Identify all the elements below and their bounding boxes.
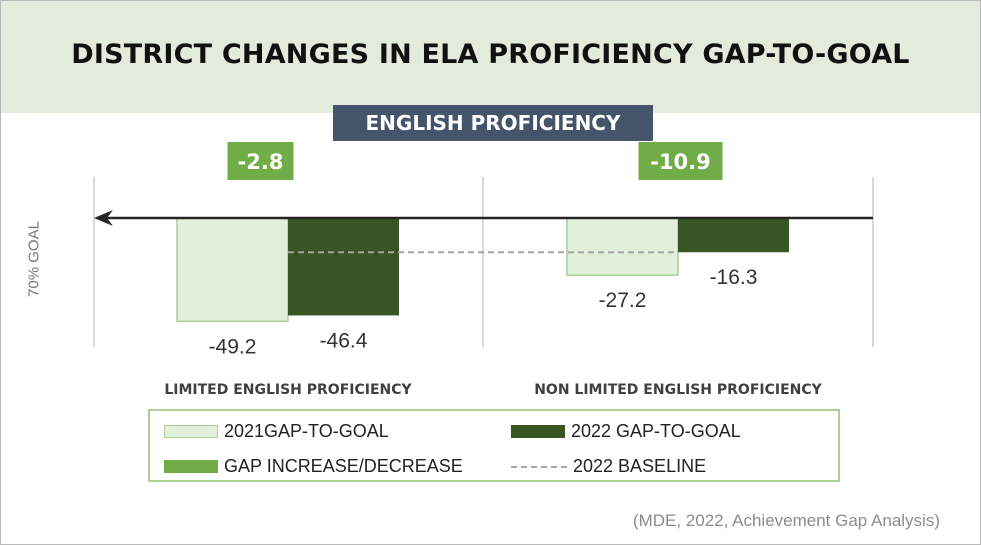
- gap-badge-1: [638, 142, 723, 180]
- data-label-2022-0: -46.4: [320, 329, 368, 352]
- legend-label-2022: 2022 GAP-TO-GOAL: [571, 421, 741, 441]
- legend-label-2021: 2021GAP-TO-GOAL: [224, 421, 389, 441]
- bar-2022-0: [288, 218, 399, 316]
- legend-item-2022: 2022 GAP-TO-GOAL: [511, 421, 741, 442]
- legend-swatch-baseline: [511, 465, 567, 468]
- source-note: (MDE, 2022, Achievement Gap Analysis): [632, 511, 940, 530]
- bar-2022-1: [678, 218, 789, 253]
- legend-label-gap: GAP INCREASE/DECREASE: [224, 456, 463, 476]
- title-banner: DISTRICT CHANGES IN ELA PROFICIENCY GAP-…: [1, 1, 980, 113]
- gap-badge-0: [227, 142, 294, 180]
- chart-title: DISTRICT CHANGES IN ELA PROFICIENCY GAP-…: [71, 39, 910, 70]
- legend-label-baseline: 2022 BASELINE: [573, 456, 707, 476]
- category-label-0: LIMITED ENGLISH PROFICIENCY: [164, 382, 412, 398]
- legend-item-2021: 2021GAP-TO-GOAL: [164, 421, 389, 442]
- data-label-2021-1: -27.2: [599, 289, 647, 312]
- legend-item-gap: GAP INCREASE/DECREASE: [164, 456, 463, 477]
- subtitle-badge: ENGLISH PROFICIENCY: [333, 105, 653, 141]
- category-label-1: NON LIMITED ENGLISH PROFICIENCY: [534, 382, 822, 398]
- gap-badge-label-1: -10.9: [650, 150, 711, 174]
- legend-swatch-gap: [164, 460, 218, 473]
- data-label-2021-0: -49.2: [209, 335, 257, 358]
- y-axis-label: 70% GOAL: [25, 221, 43, 297]
- data-label-2022-1: -16.3: [710, 266, 758, 289]
- bar-2021-1: [566, 217, 679, 276]
- legend-item-baseline: 2022 BASELINE: [511, 456, 706, 477]
- goal-axis-arrow-icon: [94, 210, 113, 226]
- gap-badge-label-0: -2.8: [238, 150, 284, 174]
- legend-swatch-2021: [164, 425, 218, 438]
- legend-swatch-2022: [511, 425, 565, 438]
- bar-2021-0: [176, 217, 289, 323]
- chart-canvas: -49.2 -46.4 LIMITED ENGLISH PROFICIENCY -2.…: [93, 142, 874, 398]
- legend: 2021GAP-TO-GOAL 2022 GAP-TO-GOAL GAP INC…: [148, 409, 840, 482]
